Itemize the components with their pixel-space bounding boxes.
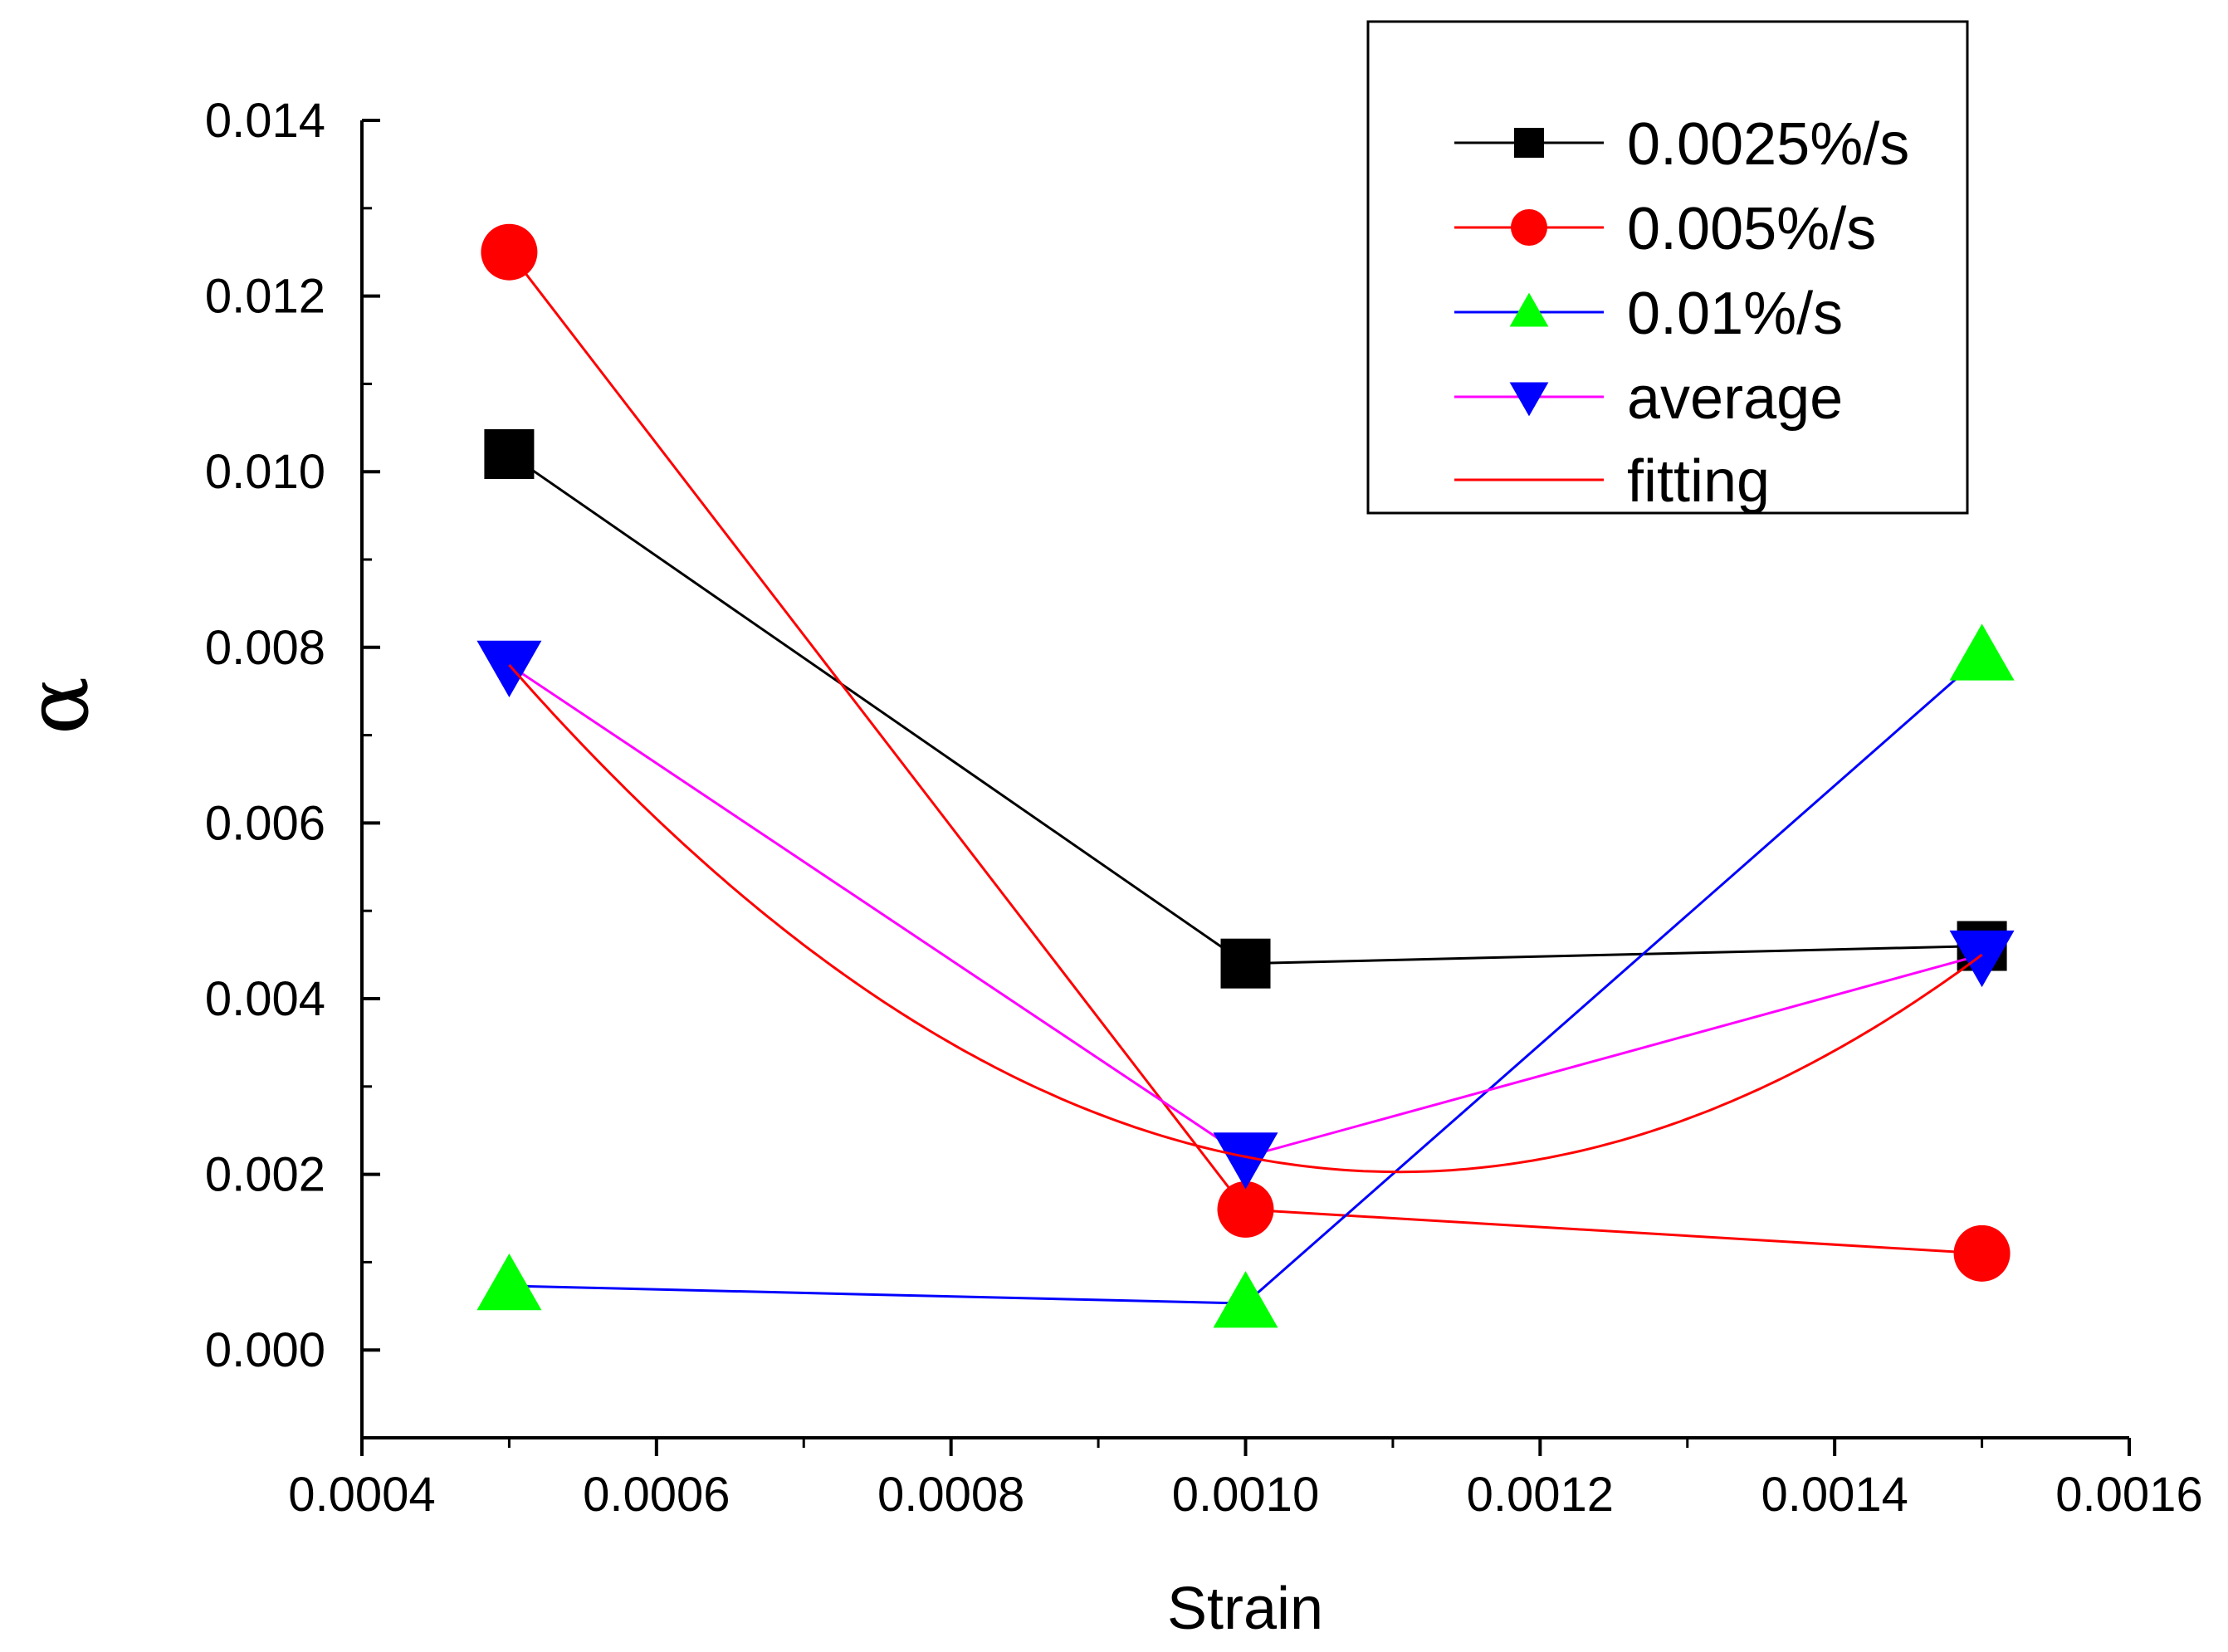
y-tick-label: 0.004 — [205, 972, 325, 1026]
x-tick-label: 0.0006 — [583, 1468, 730, 1522]
legend-label: fitting — [1627, 448, 1770, 515]
y-tick-label: 0.008 — [205, 621, 325, 675]
legend-marker — [1511, 209, 1547, 246]
data-point — [1949, 930, 2015, 988]
legend-label: 0.01%/s — [1627, 281, 1843, 347]
x-axis-title: Strain — [1167, 1576, 1323, 1642]
series-0-01-s — [476, 623, 2015, 1328]
x-tick-label: 0.0016 — [2055, 1468, 2202, 1522]
x-tick-label: 0.0004 — [288, 1468, 435, 1522]
x-tick-label: 0.0010 — [1172, 1468, 1319, 1522]
legend-item: 0.005%/s — [1454, 196, 1876, 262]
series-0-005-s — [481, 223, 2011, 1282]
series-line — [508, 663, 1982, 1159]
y-tick-label: 0.012 — [205, 270, 325, 324]
legend-item: average — [1454, 365, 1843, 432]
series-line — [508, 452, 1982, 965]
legend-item: 0.01%/s — [1454, 281, 1843, 347]
legend-item: 0.0025%/s — [1454, 111, 1909, 178]
x-tick-label: 0.0014 — [1761, 1468, 1908, 1522]
legend-item: fitting — [1454, 448, 1770, 515]
legend-marker — [1509, 382, 1549, 417]
legend-box — [1366, 20, 1969, 515]
x-tick-label: 0.0008 — [877, 1468, 1024, 1522]
legend-marker — [1509, 292, 1549, 327]
y-tick-label: 0.000 — [205, 1323, 325, 1377]
legend-label: 0.005%/s — [1627, 196, 1876, 262]
x-tick-label: 0.0012 — [1467, 1468, 1614, 1522]
data-point — [1949, 623, 2015, 681]
data-point — [484, 429, 535, 480]
fitting-curve — [508, 664, 1983, 1174]
data-point — [1213, 1132, 1278, 1190]
legend-label: average — [1627, 365, 1843, 432]
data-point — [476, 1253, 542, 1311]
legend-label: 0.0025%/s — [1627, 111, 1909, 178]
y-tick-labels: 0.000 0.002 0.004 0.006 0.008 0.010 0.012 0.014 — [205, 94, 325, 1377]
y-axis-title: α — [7, 677, 108, 735]
data-point — [1213, 1271, 1278, 1328]
data-point — [1217, 1180, 1274, 1238]
data-point — [476, 640, 542, 697]
series-0-0025-s — [484, 429, 2007, 989]
y-tick-label: 0.010 — [205, 445, 325, 499]
data-point — [1953, 1224, 2011, 1282]
x-tick-labels: 0.0004 0.0006 0.0008 0.0010 0.0012 0.0014 0.00… — [288, 1468, 2202, 1522]
plot-area — [476, 223, 2015, 1328]
y-tick-label: 0.002 — [205, 1148, 325, 1202]
data-point — [481, 223, 538, 281]
series-fitting — [508, 664, 1983, 1174]
y-tick-label: 0.006 — [205, 796, 325, 850]
y-tick-label: 0.014 — [205, 94, 325, 148]
legend: 0.0025%/s 0.005%/s 0.01%/s average fitting — [1366, 20, 1969, 515]
legend-marker — [1514, 128, 1544, 158]
series-average — [476, 640, 2015, 1190]
axis-ticks — [360, 119, 2131, 1456]
data-point — [1220, 938, 1271, 989]
